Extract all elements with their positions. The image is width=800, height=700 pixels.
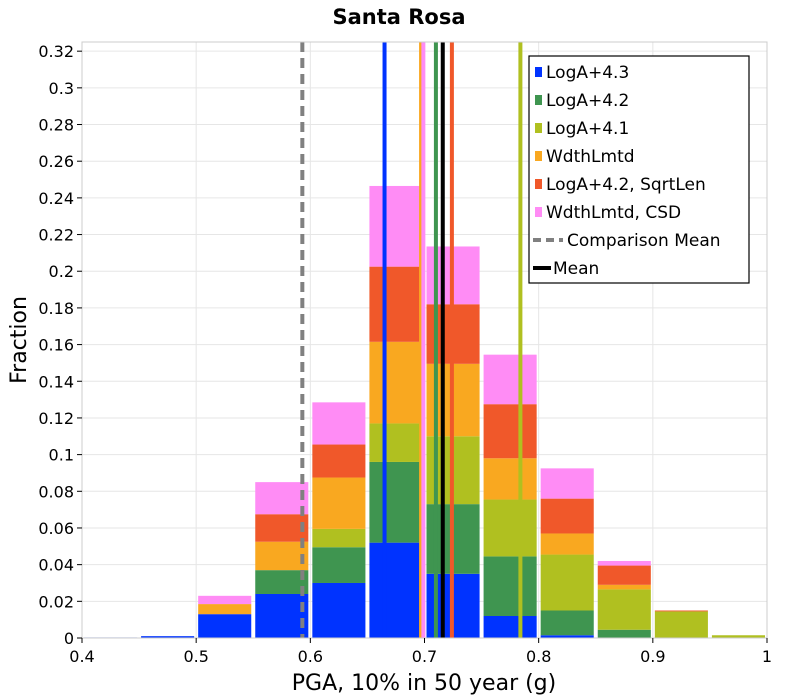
y-tick-label: 0.26	[38, 152, 74, 171]
bar-segment	[312, 547, 366, 583]
legend-swatch	[535, 67, 542, 77]
bar-segment	[255, 593, 309, 638]
legend-label: WdthLmtd	[546, 147, 635, 167]
legend-label: WdthLmtd, CSD	[546, 203, 681, 223]
bar-segment	[255, 570, 309, 594]
legend-swatch	[535, 151, 542, 161]
bar-segment	[198, 614, 252, 638]
bar-segment	[312, 582, 366, 638]
legend-box	[528, 55, 750, 284]
chart-title: Santa Rosa	[332, 5, 465, 29]
bar-segment	[312, 528, 366, 548]
y-axis-title: Fraction	[7, 296, 32, 384]
bar-segment	[369, 461, 423, 543]
bar-segment	[255, 514, 309, 542]
x-tick-label: 1	[762, 647, 772, 666]
y-tick-label: 0.12	[38, 409, 74, 428]
bar-segment	[540, 610, 594, 636]
x-tick-label: 0.7	[412, 647, 437, 666]
legend-label: LogA+4.1	[546, 119, 629, 139]
bar-segment	[483, 615, 537, 638]
legend-label: Comparison Mean	[567, 231, 721, 251]
bar-segment	[369, 185, 423, 267]
x-axis-ticks: 0.4 0.5 0.6 0.7 0.8 0.9 1	[69, 638, 772, 666]
bar-segment	[711, 635, 765, 638]
y-axis-ticks: 0 0.02 0.04 0.06 0.08 0.1 0.12 0.14 0.16 0.18 0.2 0…	[38, 42, 82, 648]
bar-segment	[597, 560, 651, 566]
legend-swatch	[535, 179, 542, 189]
bar-segment	[540, 498, 594, 534]
y-tick-label: 0.06	[38, 519, 74, 538]
bar-segment	[654, 611, 708, 638]
legend-label: LogA+4.2, SqrtLen	[546, 175, 706, 195]
legend-swatch	[535, 123, 542, 133]
legend-label: LogA+4.3	[546, 63, 629, 83]
y-tick-label: 0.16	[38, 336, 74, 355]
bar-segment	[483, 458, 537, 500]
x-axis-title: PGA, 10% in 50 year (g)	[292, 671, 556, 696]
bar-segment	[540, 468, 594, 499]
y-tick-label: 0.3	[49, 79, 74, 98]
bar-segment	[255, 482, 309, 515]
bar-segment	[540, 533, 594, 555]
mean-lines	[300, 42, 523, 638]
bar-segment	[312, 402, 366, 445]
x-tick-label: 0.9	[640, 647, 665, 666]
x-tick-label: 0.6	[298, 647, 323, 666]
y-tick-label: 0.2	[49, 262, 74, 281]
y-tick-label: 0.04	[38, 556, 74, 575]
bar-segment	[483, 556, 537, 616]
x-tick-label: 0.4	[69, 647, 94, 666]
y-tick-label: 0.02	[38, 592, 74, 611]
bar-segment	[483, 354, 537, 405]
bar-segment	[369, 542, 423, 638]
bar-segment	[597, 565, 651, 585]
y-tick-label: 0	[64, 629, 74, 648]
bar-segment	[312, 477, 366, 529]
y-tick-label: 0.32	[38, 42, 74, 61]
bar-segment	[540, 635, 594, 638]
bar-segment	[255, 541, 309, 571]
bar-segment	[597, 589, 651, 630]
y-tick-label: 0.24	[38, 189, 74, 208]
bar-segment	[369, 266, 423, 342]
bar-segment	[198, 595, 252, 605]
y-tick-label: 0.14	[38, 372, 74, 391]
y-tick-label: 0.08	[38, 482, 74, 501]
legend-label: Mean	[553, 259, 599, 279]
bar-segment	[141, 636, 195, 638]
bar-segment	[597, 629, 651, 638]
bar-segment	[369, 423, 423, 462]
y-tick-label: 0.1	[49, 446, 74, 465]
bar-segment	[483, 499, 537, 557]
bar-segment	[312, 444, 366, 478]
legend: LogA+4.3 LogA+4.2 LogA+4.1 WdthLmtd LogA+4.2…	[528, 55, 750, 284]
bar-segment	[540, 554, 594, 611]
y-tick-label: 0.28	[38, 116, 74, 135]
legend-swatch	[535, 207, 542, 217]
legend-swatch	[535, 95, 542, 105]
x-tick-label: 0.5	[183, 647, 208, 666]
bar-segment	[597, 584, 651, 590]
bar-segment	[654, 610, 708, 612]
bar-segment	[483, 404, 537, 459]
bar-segment	[369, 341, 423, 424]
legend-label: LogA+4.2	[546, 91, 629, 111]
y-tick-label: 0.18	[38, 299, 74, 318]
x-tick-label: 0.8	[526, 647, 551, 666]
y-tick-label: 0.22	[38, 226, 74, 245]
bar-segment	[198, 604, 252, 615]
